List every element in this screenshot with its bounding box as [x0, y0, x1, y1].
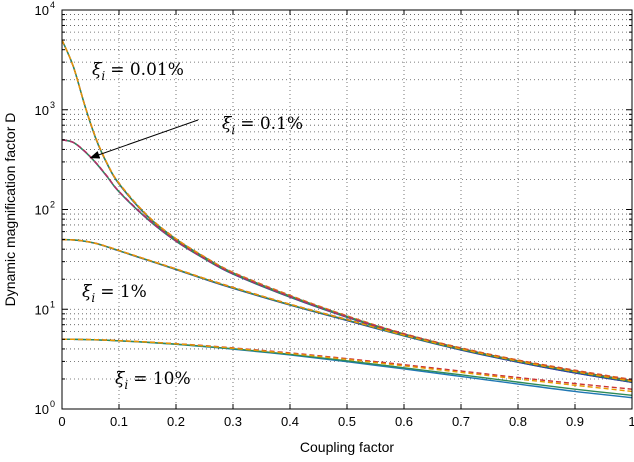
annotation-arrow — [89, 119, 199, 159]
y-tick-label: 10 3 — [35, 100, 55, 118]
annotations: ξi = 0.01% ξi = 0.1% ξi = 1% ξi = 10% — [82, 60, 303, 392]
y-tick-label: 10 2 — [35, 200, 55, 218]
series-line-7 — [62, 139, 632, 382]
series-line-11 — [62, 238, 632, 382]
svg-text:1: 1 — [50, 299, 55, 309]
x-tick-label: 0 — [58, 414, 65, 429]
svg-text:4: 4 — [50, 0, 55, 10]
annotation-xi-3: ξi = 10% — [115, 369, 191, 392]
y-axis-title: Dynamic magnification factor D — [2, 113, 18, 307]
y-tick-label: 10 0 — [35, 399, 55, 417]
x-tick-label: 0.1 — [110, 414, 128, 429]
series-line-15 — [62, 338, 632, 393]
x-tick-label: 0.4 — [281, 414, 299, 429]
x-tick-label: 0.3 — [224, 414, 242, 429]
annotation-xi-0: ξi = 0.01% — [92, 60, 184, 83]
svg-text:10: 10 — [35, 103, 49, 118]
svg-text:ξi= 1%: ξi = 1% — [82, 282, 147, 305]
svg-text:10: 10 — [35, 402, 49, 417]
x-tick-label: 1 — [628, 414, 634, 429]
y-tick-label: 10 4 — [35, 0, 55, 18]
svg-text:10: 10 — [35, 3, 49, 18]
svg-text:3: 3 — [50, 100, 55, 110]
series-line-3 — [62, 39, 632, 381]
series-layer — [62, 39, 632, 399]
x-tick-label: 0.8 — [509, 414, 527, 429]
x-tick-label: 0.7 — [452, 414, 470, 429]
x-tick-label: 0.9 — [566, 414, 584, 429]
svg-text:2: 2 — [50, 200, 55, 210]
y-tick-label: 10 1 — [35, 299, 55, 317]
svg-text:0: 0 — [50, 399, 55, 409]
x-tick-label: 0.6 — [395, 414, 413, 429]
svg-text:ξi= 0.01%: ξi = 0.01% — [92, 60, 184, 83]
svg-text:ξi= 0.1%: ξi = 0.1% — [222, 114, 303, 137]
svg-text:10: 10 — [35, 203, 49, 218]
svg-text:ξi= 10%: ξi = 10% — [115, 369, 191, 392]
series-line-13 — [62, 338, 632, 397]
x-tick-labels: 0 0.1 0.2 0.3 0.4 0.5 0.6 0.7 0.8 0.9 1 — [58, 414, 634, 429]
series-line-14 — [62, 338, 632, 390]
annotation-xi-1: ξi = 0.1% — [222, 114, 303, 137]
svg-text:10: 10 — [35, 302, 49, 317]
x-axis-title: Coupling factor — [300, 439, 395, 455]
annotation-xi-2: ξi = 1% — [82, 282, 147, 305]
tick-marks — [61, 9, 633, 410]
x-tick-label: 0.2 — [167, 414, 185, 429]
x-tick-label: 0.5 — [338, 414, 356, 429]
